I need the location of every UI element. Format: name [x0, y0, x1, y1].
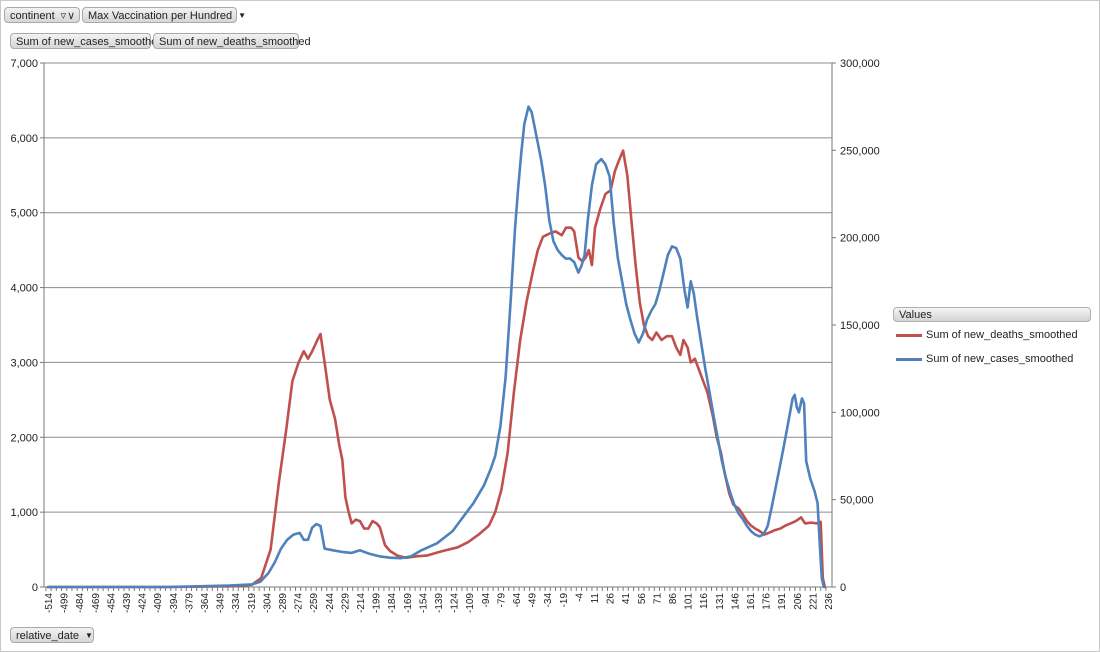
- gridlines: [44, 62, 832, 513]
- y-right-tick-label: 250,000: [840, 145, 880, 157]
- x-tick-label: -334: [231, 593, 242, 613]
- series-lines: [46, 105, 827, 589]
- x-tick-label: -199: [372, 593, 383, 613]
- x-tick-label: -214: [356, 593, 367, 613]
- y-left-tick-label: 5,000: [10, 208, 38, 220]
- x-tick-label: 71: [652, 593, 663, 605]
- deaths-series-label: Sum of new_deaths_smoothed: [159, 36, 311, 48]
- legend-swatch-cases: [896, 357, 922, 361]
- x-axis-labels: -514 -499 -484 -469 -454 -439 -424 -409 -394 -379…: [44, 593, 835, 613]
- x-tick-label: -244: [325, 593, 336, 613]
- series-line-deaths: [46, 149, 827, 589]
- y-right-tick-label: 300,000: [840, 58, 880, 70]
- x-tick-label: -79: [496, 593, 507, 608]
- x-tick-label: 56: [637, 593, 648, 605]
- x-tick-label: -184: [387, 593, 398, 613]
- y-left-tick-label: 1,000: [10, 507, 38, 519]
- left-axis-labels: 0 1,000 2,000 3,000 4,000 5,000 6,000 7,000: [10, 58, 38, 594]
- x-tick-label: -169: [403, 593, 414, 613]
- axes: [40, 62, 836, 591]
- x-tick-label: 116: [699, 593, 710, 609]
- x-tick-label: 161: [746, 593, 757, 610]
- x-tick-label: -469: [91, 593, 102, 613]
- x-tick-label: -124: [450, 593, 461, 613]
- cases-series-label: Sum of new_cases_smoothed: [16, 36, 164, 48]
- x-tick-label: -34: [543, 593, 554, 608]
- x-tick-label: -274: [294, 593, 305, 613]
- continent-filter-button[interactable]: continent ▿ ∨: [4, 7, 80, 23]
- y-left-tick-label: 0: [32, 582, 38, 594]
- continent-filter-label: continent: [10, 10, 55, 22]
- x-tick-label: -64: [512, 593, 523, 608]
- legend-label-deaths: Sum of new_deaths_smoothed: [926, 329, 1078, 341]
- y-right-tick-label: 100,000: [840, 407, 880, 419]
- y-right-tick-label: 150,000: [840, 320, 880, 332]
- legend-title: Values: [893, 307, 1091, 322]
- x-tick-label: -289: [278, 593, 289, 613]
- x-tick-label: 41: [621, 593, 632, 605]
- x-tick-label: 131: [715, 593, 726, 610]
- x-tick-label: -139: [434, 593, 445, 613]
- x-tick-label: -19: [559, 593, 570, 608]
- legend-item-deaths: Sum of new_deaths_smoothed: [896, 328, 1078, 342]
- legend-swatch-deaths: [896, 333, 922, 337]
- x-tick-label: -364: [200, 593, 211, 613]
- x-tick-label: -304: [262, 593, 273, 613]
- x-tick-label: -319: [247, 593, 258, 613]
- cases-series-button[interactable]: Sum of new_cases_smoothed: [10, 33, 163, 49]
- x-tick-label: -229: [340, 593, 351, 613]
- x-tick-label: -499: [60, 593, 71, 613]
- x-tick-label: 146: [730, 593, 741, 610]
- x-tick-label: 101: [684, 593, 695, 610]
- y-right-tick-label: 200,000: [840, 233, 880, 245]
- x-tick-label: -409: [153, 593, 164, 613]
- x-tick-label: 206: [793, 593, 804, 610]
- x-tick-label: -454: [106, 593, 117, 613]
- x-tick-label: -439: [122, 593, 133, 613]
- y-left-tick-label: 7,000: [10, 58, 38, 70]
- y-left-tick-label: 2,000: [10, 432, 38, 444]
- y-left-tick-label: 4,000: [10, 283, 38, 295]
- x-tick-label: 221: [808, 593, 819, 610]
- filter-icon: ▿ ∨: [60, 10, 76, 22]
- x-tick-label: -424: [138, 593, 149, 613]
- x-tick-label: -109: [465, 593, 476, 613]
- y-right-tick-label: 0: [840, 582, 846, 594]
- chevron-down-icon: ▼: [85, 631, 93, 641]
- y-right-tick-label: 50,000: [840, 495, 874, 507]
- y-left-tick-label: 6,000: [10, 133, 38, 145]
- relative-date-axis-button[interactable]: relative_date ▼: [10, 627, 94, 643]
- x-tick-label: -394: [169, 593, 180, 613]
- x-tick-label: 11: [590, 593, 601, 604]
- chevron-down-icon: ▼: [238, 11, 247, 21]
- x-tick-label: -154: [418, 593, 429, 613]
- x-tick-label: -259: [309, 593, 320, 613]
- x-tick-label: -94: [481, 593, 492, 608]
- x-tick-label: 86: [668, 593, 679, 605]
- vaccination-field-label: Max Vaccination per Hundred: [88, 10, 233, 22]
- x-tick-label: -49: [528, 593, 539, 608]
- legend-label-cases: Sum of new_cases_smoothed: [926, 353, 1074, 365]
- x-tick-label: -4: [574, 593, 585, 602]
- x-tick-label: 26: [606, 593, 617, 605]
- x-tick-label: -484: [75, 593, 86, 613]
- vaccination-field-button[interactable]: Max Vaccination per Hundred ▼: [82, 7, 246, 23]
- x-tick-label: 236: [824, 593, 835, 610]
- x-tick-label: -349: [216, 593, 227, 613]
- legend-item-cases: Sum of new_cases_smoothed: [896, 352, 1073, 366]
- relative-date-axis-label: relative_date: [16, 630, 79, 642]
- x-tick-label: 191: [777, 593, 788, 610]
- right-axis-labels: 0 50,000 100,000 150,000 200,000 250,000 300,0…: [840, 58, 880, 594]
- x-tick-label: -514: [44, 593, 55, 613]
- x-tick-label: 176: [762, 593, 773, 610]
- deaths-series-button[interactable]: Sum of new_deaths_smoothed: [153, 33, 311, 49]
- series-line-cases: [46, 105, 826, 589]
- x-tick-label: -379: [184, 593, 195, 613]
- y-left-tick-label: 3,000: [10, 357, 38, 369]
